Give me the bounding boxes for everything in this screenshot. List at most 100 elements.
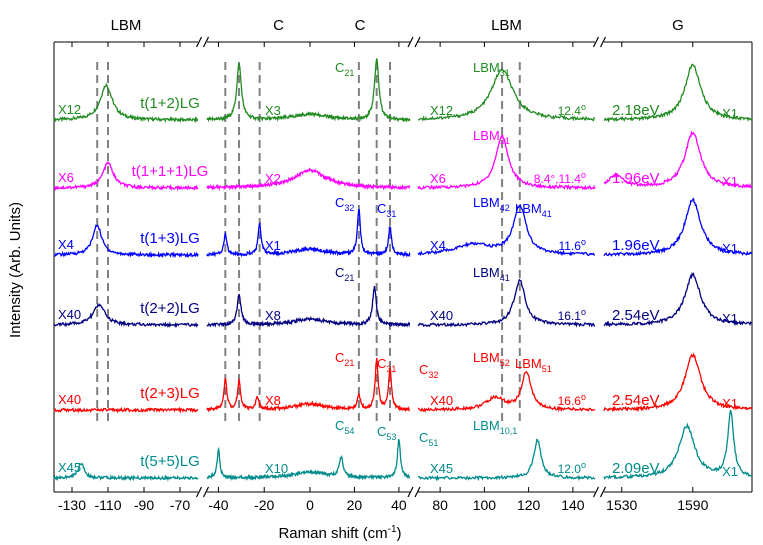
spectrum-line xyxy=(309,438,411,481)
peak-label-base: C xyxy=(335,350,344,365)
scale-factor-label: X1 xyxy=(722,241,738,256)
peak-label-subscript: 54 xyxy=(344,426,354,436)
peak-label: C21 xyxy=(335,60,354,78)
peak-label: C32 xyxy=(335,195,354,213)
twist-angle: 16.6o xyxy=(558,392,586,408)
axis-break-mark xyxy=(414,36,421,48)
peak-label-subscript: 32 xyxy=(428,370,438,380)
panel-title: C xyxy=(355,17,366,34)
axis-break-mark xyxy=(202,486,210,498)
peak-label-subscript: 21 xyxy=(344,68,354,78)
scale-factor-label: X12 xyxy=(58,102,81,117)
peak-label-subscript: 41 xyxy=(500,273,510,283)
axis-break-mark xyxy=(407,36,414,48)
spectrum-line xyxy=(206,293,311,328)
scale-factor-label: X2 xyxy=(265,171,281,186)
peak-label: LBM41 xyxy=(515,201,552,219)
axes: -130 -110 -90 -70 -40 -20 0 20 40 80 100 120 140 1530… xyxy=(58,42,709,513)
twist-angle: 8.4°,11.4o xyxy=(534,170,586,186)
peak-label-subscript: 51 xyxy=(542,364,552,374)
axis-break-mark xyxy=(414,486,421,498)
axis-break-mark xyxy=(599,486,607,498)
peak-label-base: C xyxy=(335,195,344,210)
degree-sign: o xyxy=(581,307,586,317)
y-axis-label: Intensity (Arb. Units) xyxy=(7,202,24,338)
spectra-series xyxy=(53,58,753,482)
series-annotations: t(1+2)LG X12 X3 X12 X1 2.18eV 12.4o t(1+1+1)LG X… xyxy=(58,60,738,479)
excitation-energy: 2.09eV xyxy=(612,460,660,477)
scale-factor-label: X1 xyxy=(722,174,738,189)
twist-angle: 16.1o xyxy=(558,307,586,323)
panel-title: C xyxy=(273,17,284,34)
peak-label-base: C xyxy=(377,424,386,439)
spectrum-line xyxy=(53,224,199,259)
x-tick-label: 120 xyxy=(517,497,541,513)
x-tick-label: -130 xyxy=(58,497,86,513)
scale-factor-label: X3 xyxy=(265,103,281,118)
spectrum-line xyxy=(417,278,596,328)
scale-factor-label: X10 xyxy=(265,461,288,476)
scale-factor-label: X40 xyxy=(58,392,81,407)
series-name: t(2+3)LG xyxy=(140,385,200,402)
peak-label: C32 xyxy=(419,362,438,380)
x-tick-label: 80 xyxy=(432,497,448,513)
degree-sign: o xyxy=(581,102,586,112)
peak-label-subscript: 52 xyxy=(500,358,510,368)
scale-factor-label: X1 xyxy=(265,238,281,253)
axis-break-mark xyxy=(202,36,210,48)
peak-label-subscript: 10,1 xyxy=(500,426,518,436)
peak-label: C21 xyxy=(335,350,354,368)
scale-factor-label: X40 xyxy=(430,308,453,323)
peak-label: LBM41 xyxy=(473,265,510,283)
spectrum-line xyxy=(206,63,311,123)
peak-label-base: LBM xyxy=(473,195,500,210)
spectrum-line xyxy=(417,371,596,413)
peak-label-subscript: 21 xyxy=(344,273,354,283)
peak-label-subscript: 42 xyxy=(500,203,510,213)
scale-factor-label: X1 xyxy=(722,396,738,411)
excitation-energy: 2.18eV xyxy=(612,102,660,119)
x-tick-label: -40 xyxy=(208,497,228,513)
axis-break-mark xyxy=(592,486,600,498)
scale-factor-label: X6 xyxy=(430,171,446,186)
x-tick-label: 40 xyxy=(391,497,407,513)
spectrum-line xyxy=(53,406,199,414)
axis-break-mark xyxy=(407,486,414,498)
peak-label: LBM31 xyxy=(473,128,510,146)
peak-label-base: C xyxy=(377,356,386,371)
scale-factor-label: X45 xyxy=(58,460,81,475)
panel-title: G xyxy=(672,17,684,34)
spectrum-line xyxy=(603,352,753,413)
twist-angle: 12.4o xyxy=(558,102,586,118)
x-tick-label: -90 xyxy=(134,497,154,513)
spectrum-line xyxy=(53,82,199,124)
scale-factor-label: X12 xyxy=(430,103,453,118)
x-tick-label: -110 xyxy=(95,497,122,513)
spectrum-line xyxy=(417,438,596,482)
x-tick-label: 100 xyxy=(473,497,497,513)
excitation-energy: 2.54eV xyxy=(612,307,660,324)
axis-break-mark xyxy=(599,36,607,48)
peak-label-subscript: 32 xyxy=(344,203,354,213)
peak-label-subscript: 31 xyxy=(500,136,510,146)
peak-label-base: C xyxy=(335,60,344,75)
peak-label: LBM10,1 xyxy=(473,418,517,436)
spectrum-line xyxy=(309,208,411,258)
peak-label-subscript: 51 xyxy=(428,438,438,448)
peak-label-base: C xyxy=(335,265,344,280)
spectrum-line xyxy=(417,134,596,191)
axis-break-mark xyxy=(592,36,600,48)
spectrum-line xyxy=(206,221,311,258)
peak-label: C31 xyxy=(377,201,396,219)
series-name: t(5+5)LG xyxy=(140,453,200,470)
spectrum-line xyxy=(53,302,199,329)
spectrum-line xyxy=(206,446,311,482)
scale-factor-label: X1 xyxy=(722,464,738,479)
scale-factor-label: X8 xyxy=(265,393,281,408)
degree-sign: o xyxy=(581,460,586,470)
peak-label: LBM42 xyxy=(473,195,510,213)
spectrum-line xyxy=(206,377,311,413)
peak-label-subscript: 31 xyxy=(500,68,510,78)
x-axis-label-sup: -1 xyxy=(388,524,397,535)
